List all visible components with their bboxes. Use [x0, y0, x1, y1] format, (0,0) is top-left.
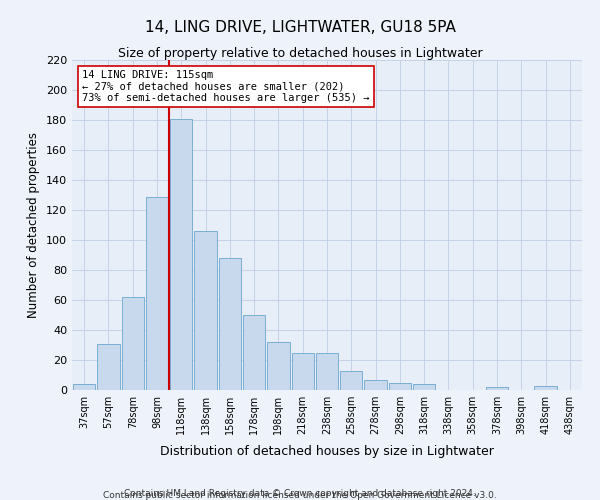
Bar: [486, 387, 508, 390]
Bar: [73, 384, 95, 390]
Bar: [122, 297, 144, 390]
Text: Size of property relative to detached houses in Lightwater: Size of property relative to detached ho…: [118, 48, 482, 60]
Bar: [389, 382, 411, 390]
Bar: [292, 352, 314, 390]
Bar: [364, 380, 387, 390]
Bar: [146, 196, 168, 390]
Bar: [267, 342, 290, 390]
Bar: [97, 344, 119, 390]
Text: Contains public sector information licensed under the Open Government Licence v3: Contains public sector information licen…: [103, 491, 497, 500]
Y-axis label: Number of detached properties: Number of detached properties: [28, 132, 40, 318]
Bar: [535, 386, 557, 390]
Bar: [413, 384, 436, 390]
Bar: [170, 118, 193, 390]
X-axis label: Distribution of detached houses by size in Lightwater: Distribution of detached houses by size …: [160, 446, 494, 458]
Bar: [243, 315, 265, 390]
Bar: [218, 258, 241, 390]
Bar: [316, 352, 338, 390]
Bar: [340, 370, 362, 390]
Text: Contains HM Land Registry data © Crown copyright and database right 2024.: Contains HM Land Registry data © Crown c…: [124, 488, 476, 498]
Text: 14, LING DRIVE, LIGHTWATER, GU18 5PA: 14, LING DRIVE, LIGHTWATER, GU18 5PA: [145, 20, 455, 35]
Bar: [194, 231, 217, 390]
Text: 14 LING DRIVE: 115sqm
← 27% of detached houses are smaller (202)
73% of semi-det: 14 LING DRIVE: 115sqm ← 27% of detached …: [82, 70, 370, 103]
